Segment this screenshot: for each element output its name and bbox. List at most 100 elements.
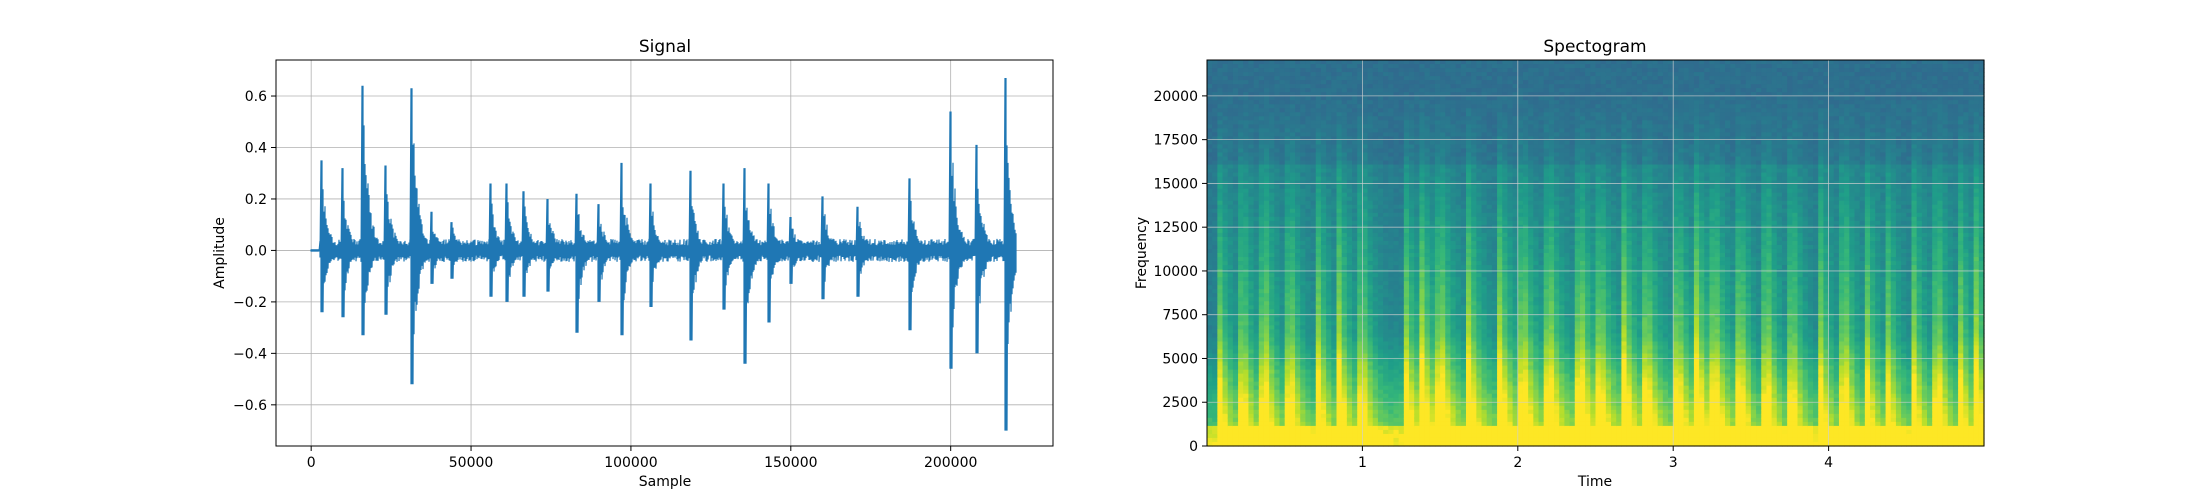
spectrogram-cell bbox=[1341, 413, 1348, 419]
spectrogram-cell bbox=[1362, 160, 1369, 166]
spectrogram-cell bbox=[1434, 285, 1441, 290]
spectrogram-cell bbox=[1414, 389, 1420, 395]
spectrogram-cell bbox=[1253, 405, 1260, 411]
spectrogram-cell bbox=[1269, 301, 1275, 306]
spectrogram-cell bbox=[1232, 72, 1239, 77]
spectrogram-cell bbox=[1243, 357, 1250, 363]
spectrogram-cell bbox=[1466, 269, 1472, 274]
spectrogram-cell bbox=[1357, 120, 1363, 125]
spectrogram-cell bbox=[1346, 389, 1353, 395]
spectrogram-cell bbox=[1279, 377, 1286, 383]
spectrogram-cell bbox=[1238, 309, 1244, 314]
spectrogram-cell bbox=[1357, 148, 1363, 154]
spectrogram-cell bbox=[1398, 196, 1405, 202]
spectrogram-cell bbox=[1212, 297, 1218, 302]
spectrogram-cell bbox=[1207, 421, 1213, 427]
spectrogram-cell bbox=[1424, 100, 1431, 105]
spectrogram-cell bbox=[1258, 385, 1265, 391]
spectrogram-cell bbox=[1212, 160, 1218, 166]
spectrogram-cell bbox=[1284, 96, 1291, 101]
spectrogram-cell bbox=[1398, 285, 1405, 290]
spectrogram-cell bbox=[1253, 341, 1260, 347]
spectrogram-cell bbox=[1424, 301, 1431, 306]
spectrogram-cell bbox=[1398, 373, 1405, 379]
spectrogram-cell bbox=[1243, 108, 1250, 113]
spectrogram-cell bbox=[1450, 397, 1457, 403]
spectrogram-cell bbox=[1450, 269, 1457, 274]
spectrogram-cell bbox=[1331, 365, 1338, 371]
spectrogram-cell bbox=[1409, 236, 1415, 242]
spectrogram-cell bbox=[1419, 132, 1426, 137]
spectrogram-cell bbox=[1320, 253, 1327, 258]
spectrogram-cell bbox=[1315, 188, 1322, 194]
spectrogram-cell bbox=[1450, 116, 1457, 121]
spectrogram-cell bbox=[1450, 164, 1457, 170]
spectrogram-cell bbox=[1238, 208, 1244, 214]
spectrogram-cell bbox=[1284, 421, 1291, 427]
spectrogram-cell bbox=[1383, 148, 1389, 154]
spectrogram-cell bbox=[1248, 100, 1255, 105]
spectrogram-cell bbox=[1383, 116, 1389, 121]
spectrogram-cell bbox=[1279, 128, 1286, 133]
spectrogram-cell bbox=[1279, 64, 1286, 69]
spectrogram-cell bbox=[1238, 232, 1244, 238]
spectrogram-cell bbox=[1471, 200, 1477, 206]
spectrogram-cell bbox=[1320, 160, 1327, 166]
spectrogram-cell bbox=[1227, 248, 1234, 254]
spectrogram-cell bbox=[1295, 132, 1301, 137]
spectrogram-cell bbox=[1450, 112, 1457, 117]
spectrogram-cell bbox=[1357, 325, 1363, 330]
spectrogram-cell bbox=[1305, 317, 1312, 322]
spectrogram-cell bbox=[1367, 80, 1374, 85]
spectrogram-cell bbox=[1346, 136, 1353, 142]
spectrogram-cell bbox=[1305, 244, 1312, 250]
spectrogram-cell bbox=[1460, 240, 1467, 246]
spectrogram-cell bbox=[1284, 68, 1291, 73]
spectrogram-cell bbox=[1336, 313, 1343, 318]
spectrogram-cell bbox=[1300, 381, 1307, 387]
spectrogram-cell bbox=[1377, 232, 1384, 238]
spectrogram-cell bbox=[1289, 132, 1296, 137]
spectrogram-cell bbox=[1289, 220, 1296, 226]
spectrogram-cell bbox=[1429, 409, 1436, 415]
spectrogram-cell bbox=[1253, 88, 1260, 93]
spectrogram-cell bbox=[1248, 401, 1255, 407]
spectrogram-cell bbox=[1383, 329, 1389, 335]
spectrogram-cell bbox=[1295, 369, 1301, 375]
spectrogram-cell bbox=[1362, 184, 1369, 190]
spectrogram-cell bbox=[1222, 281, 1229, 286]
spectrogram-cell bbox=[1393, 192, 1400, 198]
spectrogram-cell bbox=[1357, 180, 1363, 186]
spectrogram-cell bbox=[1263, 357, 1270, 363]
spectrogram-cell bbox=[1243, 204, 1250, 210]
spectrogram-cell bbox=[1320, 72, 1327, 77]
spectrogram-cell bbox=[1315, 168, 1322, 174]
spectrogram-cell bbox=[1419, 76, 1426, 81]
spectrogram-cell bbox=[1409, 441, 1415, 447]
spectrogram-cell bbox=[1305, 293, 1312, 298]
spectrogram-cell bbox=[1232, 309, 1239, 314]
spectrogram-cell bbox=[1269, 265, 1275, 270]
spectrogram-cell bbox=[1372, 104, 1379, 109]
spectrogram-cell bbox=[1222, 160, 1229, 166]
spectrogram-cell bbox=[1279, 104, 1286, 109]
spectrogram-cell bbox=[1377, 413, 1384, 419]
spectrogram-cell bbox=[1248, 389, 1255, 395]
spectrogram-cell bbox=[1263, 92, 1270, 97]
spectrogram-cell bbox=[1289, 232, 1296, 238]
spectrogram-cell bbox=[1243, 349, 1250, 355]
spectrogram-cell bbox=[1263, 409, 1270, 415]
spectrogram-cell bbox=[1429, 301, 1436, 306]
spectrogram-cell bbox=[1284, 188, 1291, 194]
spectrogram-cell bbox=[1362, 164, 1369, 170]
spectrogram-cell bbox=[1248, 212, 1255, 218]
spectrogram-cell bbox=[1310, 236, 1317, 242]
spectrogram-cell bbox=[1217, 341, 1224, 347]
spectrogram-cell bbox=[1279, 140, 1286, 146]
spectrogram-cell bbox=[1346, 88, 1353, 93]
spectrogram-cell bbox=[1383, 393, 1389, 399]
spectrogram-cell bbox=[1320, 401, 1327, 407]
spectrogram-cell bbox=[1310, 92, 1317, 97]
spectrogram-title: Spectogram bbox=[1543, 37, 1646, 57]
spectrogram-cell bbox=[1274, 421, 1281, 427]
